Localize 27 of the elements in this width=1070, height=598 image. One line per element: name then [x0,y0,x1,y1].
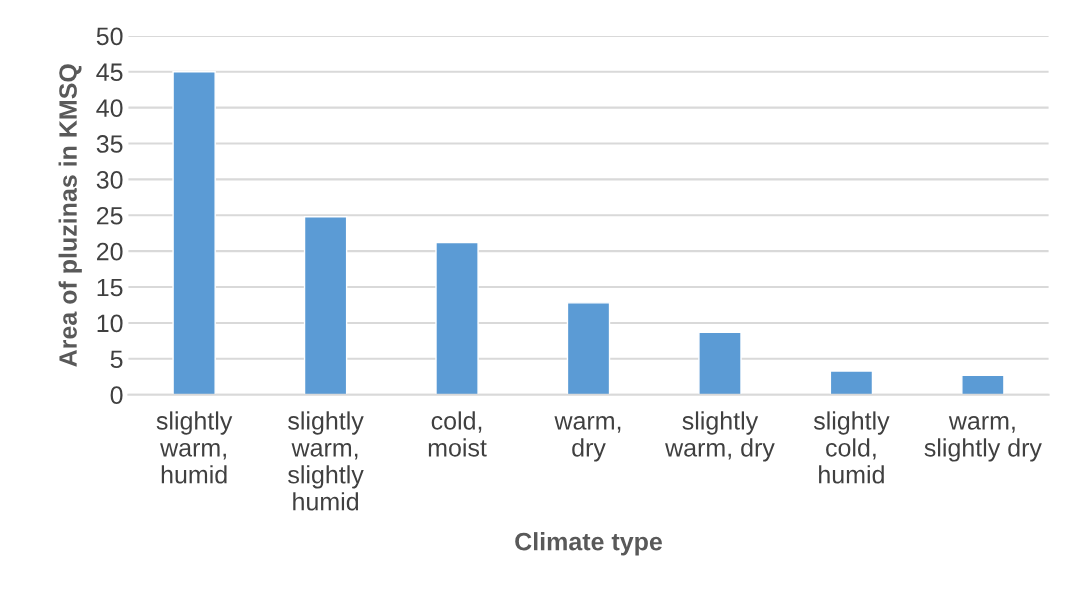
x-tick-label: slightly warm, slightly humid [288,411,364,511]
x-tick-label: slightly warm, humid [156,411,233,484]
y-tick-label: 30 [96,171,123,189]
y-tick-label: 5 [110,350,123,369]
bar [303,216,348,395]
bar [698,331,742,395]
bar [435,241,479,395]
y-tick-label: 25 [96,206,123,225]
y-tick-label: 20 [96,242,123,261]
x-tick-label: warm, dry [554,416,621,462]
y-axis-title: Area of pluzinas in KMSQ [58,64,82,367]
bar [961,374,1005,395]
bar [566,302,611,395]
x-tick-label: slightly warm, dry [665,411,775,462]
x-tick-label: slightly cold, humid [813,411,890,484]
x-tick-label: cold, moist [428,411,487,457]
y-tick-label: 0 [110,386,123,404]
y-tick-label: 35 [96,135,123,153]
y-tick-label: 40 [96,99,123,117]
bar [829,370,874,395]
y-tick-label: 15 [97,278,123,297]
x-tick-label: warm, slightly dry [924,416,1042,462]
y-tick-label: 45 [96,63,123,82]
x-axis-title: Climate type [515,532,662,556]
y-tick-label: 10 [97,314,123,333]
bar [172,71,216,395]
y-tick-label: 50 [96,27,123,46]
